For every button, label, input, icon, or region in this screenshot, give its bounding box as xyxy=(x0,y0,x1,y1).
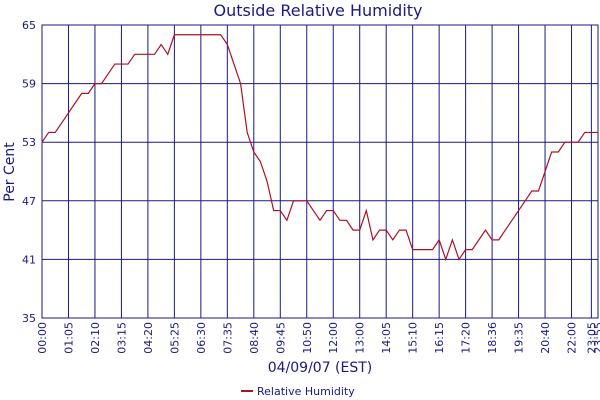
x-tick-label: 22:00 xyxy=(566,322,579,354)
y-tick-label: 59 xyxy=(22,78,36,91)
x-tick-label: 03:15 xyxy=(115,322,128,354)
x-tick-label: 02:10 xyxy=(89,322,102,354)
x-tick-label: 14:05 xyxy=(380,322,393,354)
x-tick-label: 12:00 xyxy=(327,322,340,354)
x-tick-label: 18:36 xyxy=(486,322,499,354)
x-tick-label: 00:00 xyxy=(36,322,49,354)
y-tick-label: 41 xyxy=(22,253,36,266)
x-tick-label: 15:10 xyxy=(407,322,420,354)
x-tick-label: 07:35 xyxy=(221,322,234,354)
y-tick-label: 35 xyxy=(22,312,36,325)
x-tick-label: 05:25 xyxy=(168,322,181,354)
x-tick-label: 17:20 xyxy=(460,322,473,354)
chart-title: Outside Relative Humidity xyxy=(213,1,422,20)
y-axis-title: Per Cent xyxy=(2,142,18,202)
x-tick-label: 10:50 xyxy=(301,322,314,354)
data-line xyxy=(41,34,598,262)
x-tick-label: 23:05 xyxy=(585,322,598,354)
x-tick-label: 01:05 xyxy=(62,322,75,354)
x-tick-label: 23:55 xyxy=(592,322,600,354)
plot-frame xyxy=(41,24,599,319)
y-tick-label: 53 xyxy=(22,136,36,149)
x-tick-label: 13:00 xyxy=(354,322,367,354)
y-tick-label: 65 xyxy=(22,19,36,32)
x-tick-label: 04:20 xyxy=(142,322,155,354)
x-tick-label: 06:30 xyxy=(195,322,208,354)
x-tick-label: 16:15 xyxy=(433,322,446,354)
x-tick-label: 09:45 xyxy=(274,322,287,354)
x-tick-label: 08:40 xyxy=(248,322,261,354)
x-tick-label: 19:35 xyxy=(513,322,526,354)
x-axis-title: 04/09/07 (EST) xyxy=(268,360,373,376)
y-tick-label: 47 xyxy=(22,195,36,208)
legend-label: Relative Humidity xyxy=(257,385,355,398)
x-tick-label: 20:40 xyxy=(539,322,552,354)
